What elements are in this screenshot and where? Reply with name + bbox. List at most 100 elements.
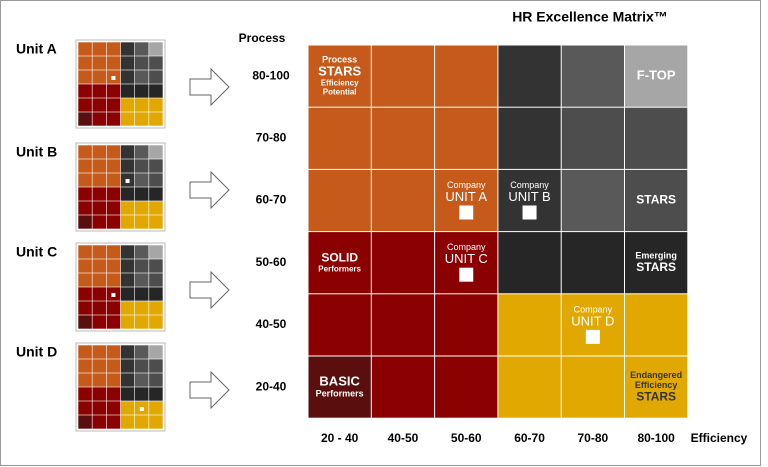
thumbnail-cell: [92, 70, 107, 84]
thumbnail-cell: [134, 415, 149, 429]
cell-label: SOLID: [321, 250, 358, 264]
thumbnail-cell: [134, 145, 149, 159]
thumbnail-cell: [78, 301, 92, 315]
matrix-cell: [561, 107, 624, 169]
thumbnail-cell: [78, 273, 92, 287]
thumbnail-cell: [92, 315, 107, 329]
thumbnail-cell: [120, 273, 135, 287]
thumbnail-cell: [120, 112, 135, 126]
cell-label: Performers: [318, 264, 361, 273]
cell-label: F-TOP: [637, 68, 676, 83]
unit-label: Company: [510, 180, 549, 190]
cell-label: Potential: [323, 88, 357, 97]
thumbnail-cell: [106, 112, 121, 126]
thumbnail-cell: [78, 187, 92, 201]
cell-label: BASIC: [319, 374, 360, 389]
unit-name: Unit B: [16, 144, 57, 160]
arrow: [189, 370, 230, 410]
unit-label: UNIT C: [445, 251, 488, 266]
thumbnail-cell: [120, 159, 135, 173]
thumbnail-cell: [78, 259, 92, 273]
thumbnail-cell: [106, 84, 121, 98]
thumbnail-cell: [92, 215, 107, 229]
thumbnail-cell: [149, 187, 163, 201]
thumbnail-cell: [92, 56, 107, 70]
thumbnail-cell: [120, 415, 135, 429]
thumbnail-cell: [106, 159, 121, 173]
row-label: 50-60: [256, 255, 287, 269]
thumbnail-cell: [149, 301, 163, 315]
thumbnail-cell: [92, 145, 107, 159]
thumbnail-cell: [106, 387, 121, 401]
matrix-cell: [498, 45, 561, 107]
thumbnail-cell: [120, 301, 135, 315]
thumbnail-cell: [134, 70, 149, 84]
thumbnail-cell: [149, 315, 163, 329]
row-label: 20-40: [256, 379, 287, 393]
matrix-cell: [435, 232, 498, 294]
matrix-cell: [561, 45, 624, 107]
thumbnail-marker: [111, 76, 116, 80]
matrix-cell: [625, 232, 688, 294]
matrix-cell: [561, 356, 624, 418]
thumbnail-cell: [120, 98, 135, 112]
thumbnail-cell: [149, 345, 163, 359]
thumbnail-cell: [92, 359, 107, 373]
arrow: [189, 270, 230, 310]
thumbnail-cell: [120, 56, 135, 70]
thumbnail-cell: [134, 287, 149, 301]
thumbnail-cell: [92, 387, 107, 401]
cell-label: Emerging: [635, 251, 677, 261]
matrix-cell: [498, 169, 561, 232]
thumbnail-cell: [92, 173, 107, 187]
matrix-cell: [371, 107, 435, 169]
thumbnail-cell: [78, 84, 92, 98]
thumbnail-cell: [78, 359, 92, 373]
thumbnail-cell: [134, 159, 149, 173]
thumbnail-cell: [106, 173, 121, 187]
thumbnail-cell: [106, 415, 121, 429]
thumbnail-cell: [106, 42, 121, 56]
thumbnail-cell: [149, 387, 163, 401]
thumbnail-cell: [120, 145, 135, 159]
thumbnail-cell: [120, 401, 135, 415]
thumbnail-cell: [149, 159, 163, 173]
unit-label: Company: [447, 180, 486, 190]
thumbnail-cell: [149, 245, 163, 259]
thumbnail-cell: [134, 359, 149, 373]
matrix-cell: [435, 107, 498, 169]
unit-name: Unit C: [16, 244, 57, 260]
thumbnail-cell: [149, 98, 163, 112]
thumbnail-cell: [134, 215, 149, 229]
thumbnail-cell: [120, 373, 135, 387]
thumbnail-cell: [78, 387, 92, 401]
thumbnail-cell: [134, 42, 149, 56]
thumbnail-cell: [106, 359, 121, 373]
thumbnail-marker: [111, 293, 116, 297]
thumbnail-cell: [78, 373, 92, 387]
row-label: 70-80: [256, 130, 287, 144]
thumbnail-cell: [149, 373, 163, 387]
thumbnail-cell: [78, 145, 92, 159]
matrix-cell: [625, 45, 688, 107]
thumbnail-cell: [106, 273, 121, 287]
thumbnail-cell: [120, 387, 135, 401]
matrix-cell: [308, 169, 371, 232]
thumbnail-cell: [134, 259, 149, 273]
unit-label: UNIT D: [571, 313, 614, 328]
thumbnail-cell: [106, 201, 121, 215]
row-label: 80-100: [252, 68, 290, 82]
thumbnail-cell: [149, 173, 163, 187]
thumbnail-cell: [149, 84, 163, 98]
thumbnail-cell: [78, 173, 92, 187]
thumbnail-marker: [139, 407, 144, 411]
matrix-cell: [371, 356, 435, 418]
thumbnail-cell: [134, 187, 149, 201]
thumbnail-cell: [78, 42, 92, 56]
unit-marker: [459, 267, 474, 282]
thumbnail-cell: [106, 145, 121, 159]
cell-label: Efficiency: [321, 79, 359, 88]
thumbnail-cell: [120, 201, 135, 215]
thumbnail-cell: [92, 98, 107, 112]
